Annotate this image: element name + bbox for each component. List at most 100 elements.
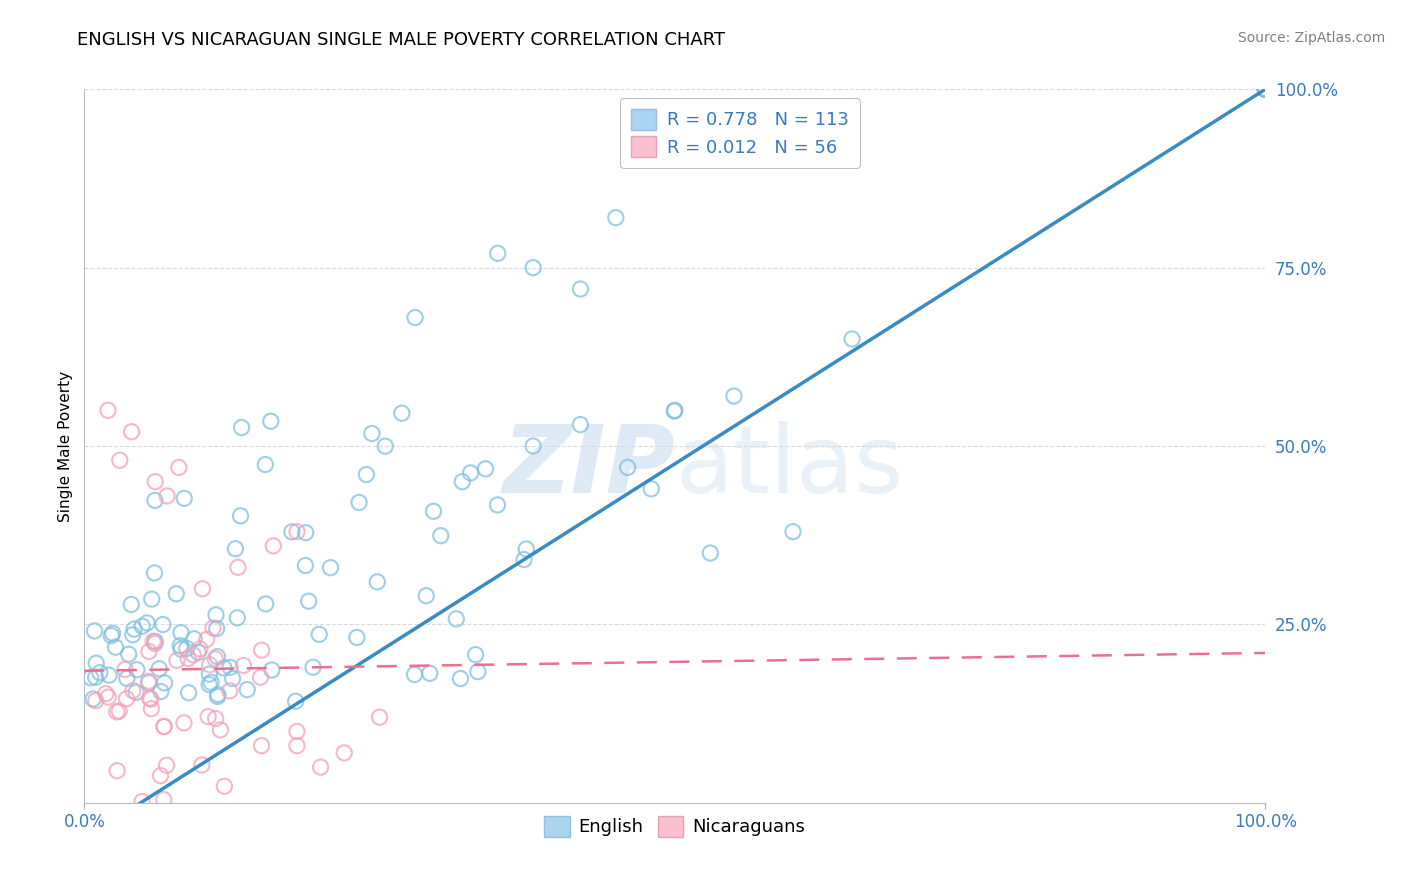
Point [148,662,170,676]
Point [284,694,307,708]
Point [662,404,685,418]
Point [450,672,472,686]
Point [207,690,229,704]
Point [136,615,159,630]
Point [187,645,209,659]
Point [1254,82,1277,96]
Text: atlas: atlas [675,421,903,514]
Point [569,417,592,432]
Point [120,598,142,612]
Point [84,656,107,670]
Point [152,617,174,632]
Point [165,587,187,601]
Point [195,632,218,647]
Point [513,552,536,566]
Point [1254,82,1277,96]
Point [197,709,219,723]
Point [1254,82,1277,96]
Point [139,692,162,706]
Point [156,489,179,503]
Legend: English, Nicaraguans: English, Nicaraguans [537,808,813,844]
Point [204,712,226,726]
Point [98,668,121,682]
Point [212,661,235,675]
Point [229,508,252,523]
Point [391,406,413,420]
Point [515,541,537,556]
Point [122,622,145,636]
Point [153,719,176,733]
Point [309,760,332,774]
Point [84,693,107,707]
Point [121,683,143,698]
Point [191,758,214,772]
Point [249,670,271,684]
Point [446,612,468,626]
Point [250,643,273,657]
Point [260,414,283,428]
Point [308,627,330,641]
Point [205,607,228,622]
Point [298,594,321,608]
Point [200,675,222,690]
Point [664,403,686,417]
Point [404,667,426,681]
Point [131,795,153,809]
Point [285,724,308,739]
Point [207,649,229,664]
Point [143,493,166,508]
Point [198,667,221,681]
Point [191,582,214,596]
Point [143,566,166,580]
Point [640,482,662,496]
Point [97,403,120,417]
Point [121,628,143,642]
Point [209,723,232,737]
Point [125,685,148,699]
Point [347,495,370,509]
Point [522,260,544,275]
Point [80,671,103,685]
Point [84,670,107,684]
Point [118,647,141,661]
Point [486,246,509,260]
Point [166,653,188,667]
Point [138,674,160,689]
Point [460,466,482,480]
Point [404,310,426,325]
Point [183,632,205,646]
Point [205,622,228,636]
Text: ENGLISH VS NICARAGUAN SINGLE MALE POVERTY CORRELATION CHART: ENGLISH VS NICARAGUAN SINGLE MALE POVERT… [77,31,725,49]
Point [177,651,200,665]
Point [333,746,356,760]
Point [302,660,325,674]
Point [415,589,437,603]
Point [841,332,863,346]
Point [104,640,127,655]
Point [201,621,224,635]
Point [616,460,638,475]
Point [188,641,211,656]
Point [1254,82,1277,96]
Point [356,467,378,482]
Point [176,641,198,656]
Point [152,792,174,806]
Point [121,425,143,439]
Point [143,636,166,650]
Point [170,642,193,657]
Point [486,498,509,512]
Point [207,688,229,702]
Point [281,524,304,539]
Y-axis label: Single Male Poverty: Single Male Poverty [58,370,73,522]
Point [143,475,166,489]
Point [260,663,283,677]
Point [177,686,200,700]
Point [138,644,160,658]
Point [173,491,195,506]
Point [131,619,153,633]
Point [232,658,254,673]
Point [218,683,240,698]
Point [169,639,191,653]
Point [1254,82,1277,96]
Point [231,420,253,434]
